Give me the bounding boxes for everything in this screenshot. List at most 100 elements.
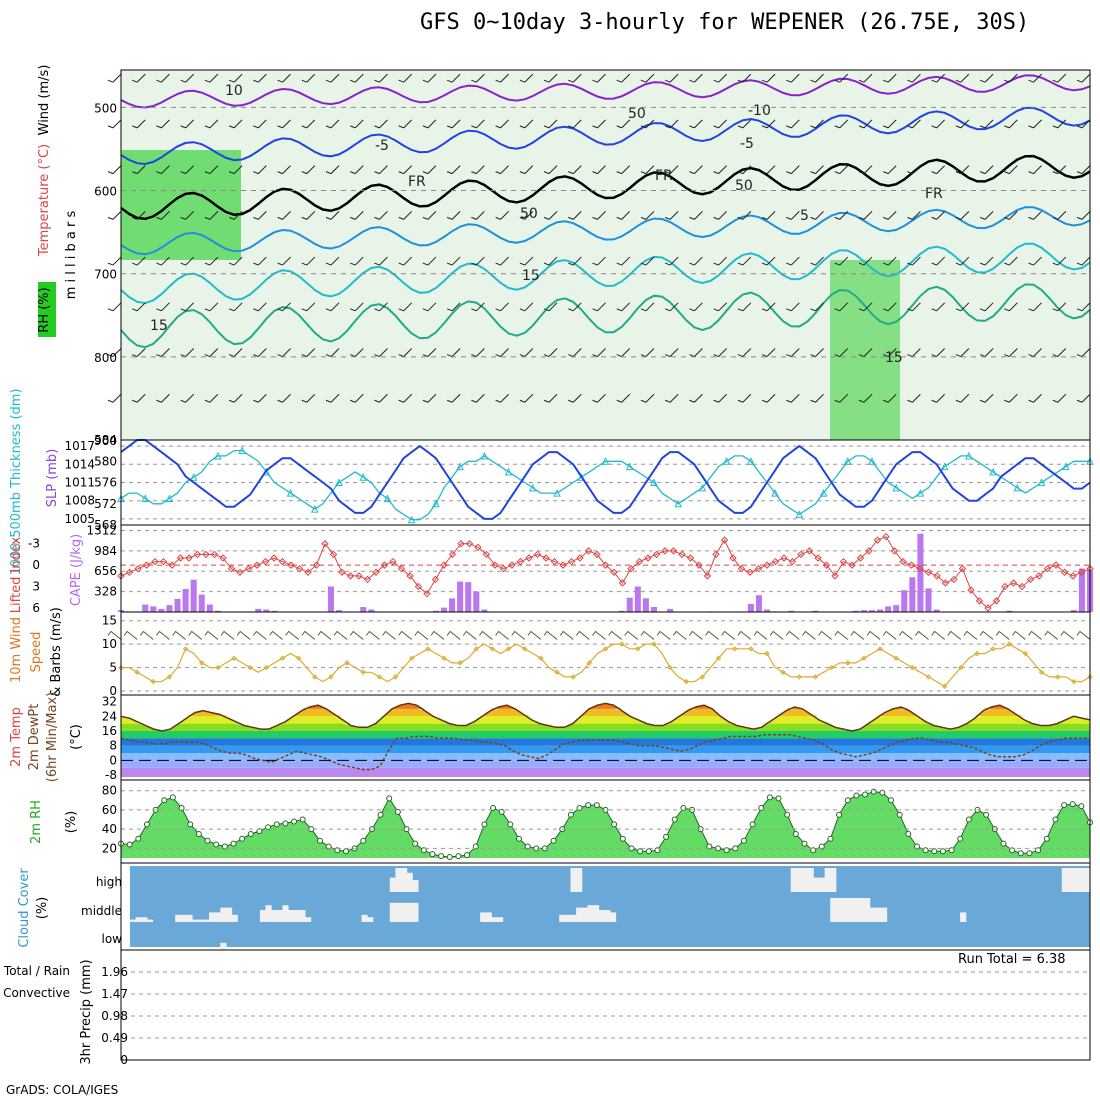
upper-air-background xyxy=(121,70,1090,440)
wind-speed-point xyxy=(344,660,350,666)
lifted-index-point xyxy=(550,557,559,566)
cloud-cell-middle xyxy=(830,898,837,922)
wind-barb xyxy=(785,630,800,640)
upper-wind-barb xyxy=(664,210,679,220)
cloud-cell-middle xyxy=(852,898,859,922)
upper-wind-barb xyxy=(786,256,800,266)
contour-label-11: 15 xyxy=(885,350,903,366)
upper-wind-barb xyxy=(422,256,437,266)
cloud-cell-middle xyxy=(271,910,278,922)
lifted-index-point xyxy=(482,550,491,559)
upper-wind-barb xyxy=(374,302,388,312)
cloud-cell-high xyxy=(1067,868,1074,892)
cloud-cell-high xyxy=(807,868,814,892)
wind-barb xyxy=(656,630,671,640)
upper-air-ytick-800: 800 xyxy=(94,351,117,365)
upper-wind-barb xyxy=(689,302,703,312)
upper-wind-barb xyxy=(107,393,122,403)
cape-bar xyxy=(852,610,859,612)
upper-wind-barb xyxy=(689,165,703,175)
lifted-index-point xyxy=(329,550,338,559)
lifted-index-point xyxy=(703,572,712,580)
cape-bar xyxy=(650,607,657,612)
cloud-cell-middle xyxy=(214,912,221,922)
rh-point xyxy=(818,843,825,850)
rh-point xyxy=(299,816,306,823)
upper-wind-barb xyxy=(180,119,195,129)
cape-bar xyxy=(150,606,157,612)
wind-barb xyxy=(446,630,461,640)
lifted-index-point xyxy=(1009,579,1018,587)
upper-wind-barb xyxy=(495,73,509,83)
wind-speed-point xyxy=(166,674,173,680)
rh-point xyxy=(645,848,652,855)
rh-point xyxy=(827,835,834,842)
cloud-cell-middle xyxy=(180,914,187,922)
wind-speed-point xyxy=(715,655,722,661)
cloud-cell-middle xyxy=(406,902,413,922)
wind-barb xyxy=(1044,630,1059,640)
cloud-cell-high xyxy=(395,868,402,892)
cloud-cell-middle xyxy=(130,919,137,922)
legend-wind: Wind (m/s) xyxy=(37,65,52,136)
upper-wind-barb xyxy=(132,256,146,266)
upper-wind-barb xyxy=(616,348,631,358)
cloud-cell-high xyxy=(813,877,820,892)
thickness-point xyxy=(504,467,513,476)
lifted-index-point xyxy=(737,565,746,573)
li-ytick-0: 0 xyxy=(32,558,40,572)
wind-barb xyxy=(1028,630,1042,640)
upper-wind-barb xyxy=(422,210,437,220)
upper-wind-barb xyxy=(979,302,994,312)
cloud-cell-high xyxy=(790,868,797,892)
lifted-index-point xyxy=(491,561,499,569)
cape-bar xyxy=(214,610,221,612)
slp-ylabel: SLP (mb) xyxy=(45,449,60,508)
upper-wind-barb xyxy=(350,256,364,266)
wind-speed-point xyxy=(134,669,140,675)
upper-wind-barb xyxy=(325,119,340,129)
upper-wind-barb xyxy=(883,302,897,312)
upper-wind-barb xyxy=(156,165,170,175)
thickness-point xyxy=(214,451,222,460)
cloud-ylabel-unit: (%) xyxy=(35,897,50,920)
upper-wind-barb xyxy=(640,119,655,129)
lifted-index-point xyxy=(389,557,397,566)
upper-wind-barb xyxy=(228,393,243,403)
upper-wind-barb xyxy=(253,256,267,266)
upper-wind-barb xyxy=(761,119,776,129)
lifted-index-point xyxy=(924,568,933,576)
upper-wind-barb xyxy=(907,393,921,403)
lifted-index-point xyxy=(1018,582,1026,591)
cloud-cell-high xyxy=(576,868,583,892)
precip-legend-convective: Convective xyxy=(3,986,70,1000)
temp-color-band xyxy=(121,760,1090,768)
upper-wind-barb xyxy=(325,393,340,403)
thickness-point xyxy=(843,457,852,465)
lifted-index-point xyxy=(525,554,533,562)
lifted-index-point xyxy=(457,540,465,548)
rh-point xyxy=(775,795,782,802)
rh-point xyxy=(498,808,505,815)
lifted-index-point xyxy=(746,568,754,576)
wind-barb xyxy=(252,630,267,640)
temp-ylabel-c: (6hr Min/Max) xyxy=(45,692,60,782)
rh-point xyxy=(585,802,592,809)
upper-wind-barb xyxy=(519,348,534,358)
wind-speed-point xyxy=(941,683,948,690)
wind-speed-point xyxy=(1054,674,1061,680)
cloud-cell-middle xyxy=(491,917,498,922)
lifted-index-point xyxy=(176,554,185,562)
wind-speed-point xyxy=(360,669,366,675)
rh-point xyxy=(567,811,574,818)
wind-barb xyxy=(737,630,752,640)
cloud-cell-middle xyxy=(367,917,374,922)
upper-wind-barb xyxy=(398,256,413,266)
upper-wind-barb xyxy=(301,210,316,220)
rh-point xyxy=(870,788,877,795)
upper-wind-barb xyxy=(107,73,122,83)
wind-speed-point xyxy=(699,674,706,680)
wind-barb xyxy=(462,630,477,640)
wind-barb xyxy=(705,630,719,640)
lifted-index-point xyxy=(448,550,457,559)
